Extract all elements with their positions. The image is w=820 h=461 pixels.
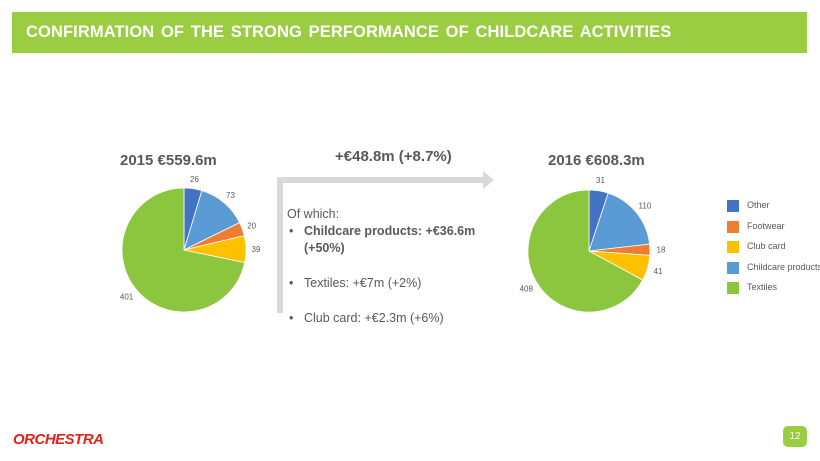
pie-label-2016-other: 31 [596, 176, 605, 185]
pie-label-2015-club-card: 39 [252, 245, 261, 254]
pie-slice-2016-textiles [527, 189, 644, 313]
legend-swatch-club-card [727, 241, 739, 253]
legend-swatch-childcare [727, 261, 739, 274]
page-number: 12 [783, 426, 807, 447]
pie-label-2015-footwear: 20 [247, 222, 256, 231]
legend-swatch-other [727, 200, 739, 212]
pie-label-2016-club-card: 41 [654, 267, 663, 276]
chart-title-2015: 2015 €559.6m [120, 152, 217, 169]
change-breakdown: Of which: • Childcare products: +€36.6m (… [287, 206, 487, 327]
pie-label-2015-other: 26 [190, 175, 199, 184]
legend-swatch-footwear [727, 220, 739, 233]
pie-label-2015-childcare-products: 73 [226, 191, 235, 200]
revenue-change: +€48.8m (+8.7%) [335, 148, 452, 165]
slide-title: CONFIRMATION OF THE STRONG PERFORMANCE O… [26, 23, 672, 41]
pie-label-2016-textiles: 408 [520, 284, 534, 293]
pie-label-2016-childcare-products: 110 [639, 202, 652, 211]
chart-title-2016: 2016 €608.3m [548, 152, 645, 169]
breakdown-list: • Childcare products: +€36.6m (+50%) • Tex… [287, 223, 487, 327]
orchestra-logo: ORCHESTRA [13, 431, 104, 448]
pie-slice-2016-childcare-products [588, 192, 651, 252]
pie-slice-2015-textiles [121, 187, 246, 313]
pie-label-2016-footwear: 18 [657, 246, 666, 255]
pie-2016: 31 110 18 41 408 [520, 176, 666, 313]
breakdown-item-clubcard: • Club card: +€2.3m (+6%) [289, 311, 444, 325]
pie-2015: 26 73 20 39 401 [120, 175, 261, 313]
breakdown-item-textiles: • Textiles: +€7m (+2%) [289, 276, 422, 290]
breakdown-item-childcare: • Childcare products: +€36.6m (+50%) [289, 224, 476, 255]
legend-swatch-textiles [727, 282, 739, 294]
breakdown-intro: Of which: [287, 207, 340, 221]
pie-label-2015-textiles: 401 [120, 293, 134, 302]
title-banner: CONFIRMATION OF THE STRONG PERFORMANCE O… [12, 12, 807, 53]
